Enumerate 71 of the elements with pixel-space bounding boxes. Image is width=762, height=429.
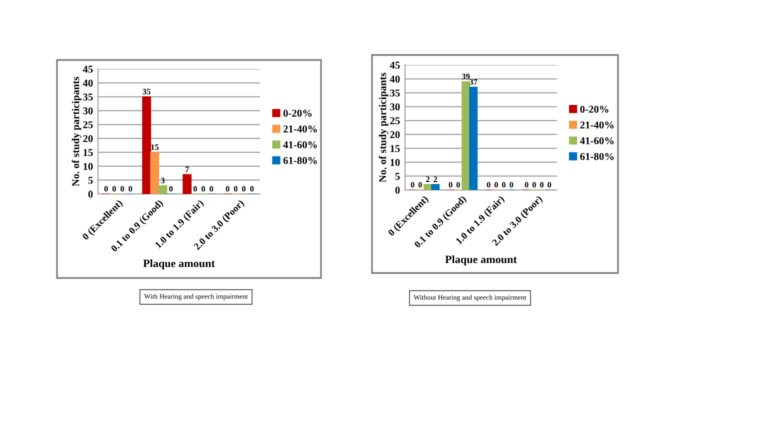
y-axis-title: No. of study participants — [378, 72, 388, 182]
legend-label: 41-60% — [283, 141, 317, 148]
y-tick-label: 40 — [82, 80, 93, 87]
data-label: 0 — [410, 182, 414, 188]
bar — [431, 184, 440, 190]
y-tick-label: 15 — [84, 149, 93, 156]
data-label: 0 — [448, 182, 452, 188]
legend-label: 61-80% — [283, 157, 317, 164]
legend-label: 0-20% — [580, 106, 608, 113]
data-label: 0 — [494, 182, 498, 188]
y-tick-label: 5 — [395, 172, 400, 180]
legend-label: 21-40% — [580, 121, 614, 129]
data-label: 0 — [242, 186, 246, 192]
y-tick-label: 10 — [390, 158, 400, 166]
data-label: 0 — [510, 182, 514, 188]
data-label: 0 — [128, 186, 132, 192]
y-tick-label: 10 — [84, 162, 93, 170]
y-tick-label: 45 — [82, 66, 93, 73]
data-label: 0 — [112, 186, 116, 192]
bar — [150, 152, 160, 194]
legend-label: 0-20% — [283, 110, 312, 117]
data-label: 0 — [193, 186, 197, 192]
data-label: 0 — [202, 186, 206, 192]
y-tick-label: 0 — [88, 190, 93, 198]
data-label: 2 — [426, 176, 430, 182]
y-tick-label: 25 — [390, 117, 400, 124]
data-label: 0 — [502, 182, 506, 188]
y-tick-label: 20 — [83, 135, 93, 142]
data-label: 0 — [456, 182, 460, 188]
bar — [424, 184, 432, 190]
data-label: 0 — [486, 182, 490, 188]
y-tick-label: 40 — [390, 76, 400, 83]
bar — [142, 96, 152, 194]
y-tick-label: 25 — [83, 121, 93, 128]
data-label: 7 — [185, 166, 189, 172]
data-label: 0 — [226, 186, 230, 192]
data-label: 0 — [250, 186, 254, 192]
data-label: 0 — [524, 182, 528, 188]
data-label: 0 — [210, 186, 214, 192]
data-label: 0 — [532, 182, 536, 188]
y-tick-label: 15 — [390, 145, 400, 152]
y-tick-label: 20 — [390, 131, 400, 138]
data-label: 0 — [540, 182, 544, 188]
legend-label: 61-80% — [580, 153, 614, 160]
y-axis-title: No. of study participants — [72, 76, 82, 186]
bar — [182, 174, 192, 194]
data-label: 0 — [169, 186, 173, 192]
y-tick-label: 35 — [390, 89, 400, 96]
data-label: 37 — [470, 79, 478, 85]
data-label: 2 — [434, 176, 438, 182]
data-label: 0 — [548, 182, 552, 188]
legend-label: 21-40% — [283, 125, 317, 133]
y-tick-label: 30 — [390, 103, 400, 110]
bar — [469, 86, 478, 190]
data-label: 15 — [151, 144, 159, 150]
y-tick-label: 35 — [83, 93, 93, 100]
x-axis-title: Plaque amount — [143, 259, 215, 270]
x-axis-title: Plaque amount — [445, 255, 517, 266]
bar — [158, 185, 168, 194]
legend-label: 41-60% — [580, 137, 614, 144]
data-label: 0 — [104, 186, 108, 192]
y-tick-label: 0 — [395, 186, 400, 194]
data-label: 0 — [120, 186, 124, 192]
y-tick-label: 45 — [390, 62, 400, 69]
data-label: 39 — [462, 74, 470, 80]
data-label: 0 — [234, 186, 238, 192]
data-label: 3 — [161, 178, 165, 184]
y-tick-label: 30 — [83, 107, 93, 114]
data-label: 35 — [142, 88, 150, 94]
y-tick-label: 5 — [88, 176, 93, 184]
data-label: 0 — [418, 182, 422, 188]
